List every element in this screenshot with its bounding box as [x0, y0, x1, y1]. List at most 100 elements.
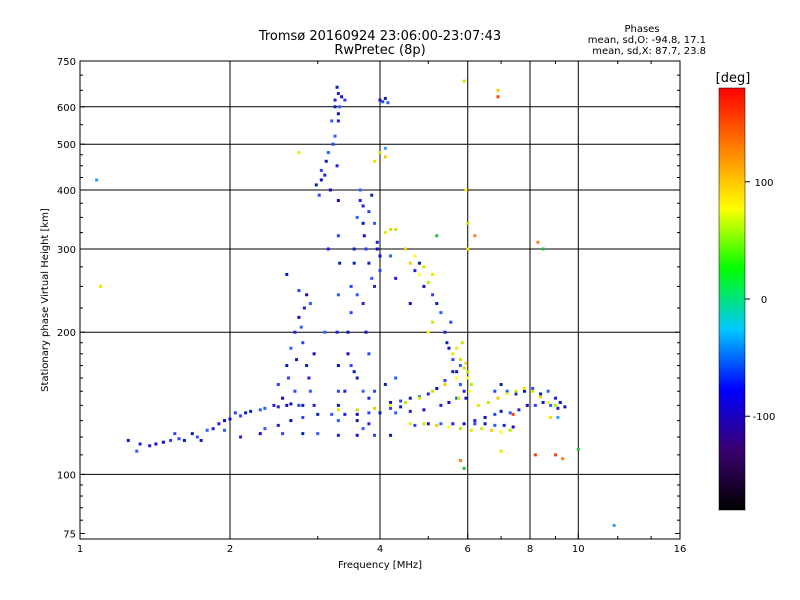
- data-point: [469, 383, 473, 387]
- data-point: [301, 432, 305, 436]
- data-point: [301, 341, 305, 345]
- data-point: [439, 422, 443, 426]
- data-point: [378, 411, 382, 415]
- data-point: [468, 389, 472, 393]
- data-point: [426, 330, 430, 334]
- data-point: [323, 173, 327, 177]
- data-point: [408, 261, 412, 265]
- y-tick-label: 500: [57, 140, 76, 151]
- data-point: [493, 423, 497, 427]
- data-point: [511, 412, 515, 416]
- data-point: [336, 119, 340, 123]
- data-point: [295, 358, 299, 362]
- data-point: [426, 280, 430, 284]
- data-point: [502, 423, 506, 427]
- data-point: [375, 240, 379, 244]
- data-point: [499, 449, 503, 453]
- data-point: [338, 261, 342, 265]
- data-point: [367, 261, 371, 265]
- data-point: [536, 240, 540, 244]
- data-point: [316, 412, 320, 416]
- data-point: [177, 437, 181, 441]
- data-point: [408, 302, 412, 306]
- data-point: [352, 247, 356, 251]
- data-point: [367, 396, 371, 400]
- data-point: [299, 325, 303, 329]
- data-point: [505, 389, 509, 393]
- data-point: [361, 427, 365, 431]
- data-point: [355, 412, 359, 416]
- data-point: [336, 408, 340, 412]
- data-point: [413, 269, 417, 273]
- data-point: [336, 403, 340, 407]
- data-point: [367, 210, 371, 214]
- data-point: [447, 425, 451, 429]
- data-point: [333, 134, 337, 138]
- data-point: [458, 383, 462, 387]
- data-point: [486, 400, 490, 404]
- data-point: [161, 440, 165, 444]
- data-point: [233, 411, 237, 415]
- data-point: [286, 376, 290, 380]
- data-point: [383, 383, 387, 387]
- data-point: [370, 276, 374, 280]
- x-tick-label: 8: [527, 544, 533, 555]
- data-point: [378, 269, 382, 273]
- x-axis-label: Frequency [MHz]: [338, 560, 422, 571]
- data-point: [343, 98, 347, 102]
- data-point: [514, 392, 518, 396]
- data-point: [383, 96, 387, 100]
- data-point: [272, 403, 276, 407]
- data-point: [399, 399, 403, 403]
- data-point: [443, 383, 447, 387]
- data-point: [373, 389, 377, 393]
- data-point: [305, 364, 309, 368]
- data-point: [476, 403, 480, 407]
- data-point: [319, 168, 323, 172]
- data-point: [413, 423, 417, 427]
- y-axis-label: Stationary phase Virtual Height [km]: [40, 208, 51, 392]
- data-point: [211, 427, 215, 431]
- data-point: [352, 261, 356, 265]
- colorbar-tick-label: -100: [753, 412, 776, 423]
- x-tick-label: 6: [465, 544, 471, 555]
- data-point: [483, 422, 487, 426]
- data-point: [435, 234, 439, 238]
- data-point: [336, 293, 340, 297]
- data-point: [331, 142, 335, 146]
- data-point: [490, 428, 494, 432]
- data-point: [326, 247, 330, 251]
- data-point: [358, 199, 362, 203]
- data-point: [473, 419, 477, 423]
- data-point: [312, 352, 316, 356]
- colorbar-label: [deg]: [716, 71, 751, 86]
- data-point: [417, 261, 421, 265]
- data-point: [355, 293, 359, 297]
- data-point: [499, 383, 503, 387]
- data-point: [367, 422, 371, 426]
- data-point: [386, 101, 390, 105]
- data-point: [182, 438, 186, 442]
- data-point: [276, 423, 280, 427]
- data-point: [373, 221, 377, 225]
- data-point: [355, 419, 359, 423]
- x-tick-label: 16: [674, 544, 687, 555]
- data-point: [336, 419, 340, 423]
- data-point: [355, 215, 359, 219]
- data-point: [458, 427, 462, 431]
- data-point: [330, 119, 334, 123]
- data-point: [361, 221, 365, 225]
- data-point: [355, 433, 359, 437]
- data-point: [301, 415, 305, 419]
- data-point: [285, 272, 289, 276]
- data-point: [493, 412, 497, 416]
- data-point: [199, 438, 203, 442]
- data-point: [289, 402, 293, 406]
- data-point: [297, 289, 301, 293]
- data-point: [276, 383, 280, 387]
- data-point: [531, 389, 535, 393]
- data-point: [451, 352, 455, 356]
- data-point: [558, 400, 562, 404]
- data-point: [403, 400, 407, 404]
- data-point: [496, 88, 500, 92]
